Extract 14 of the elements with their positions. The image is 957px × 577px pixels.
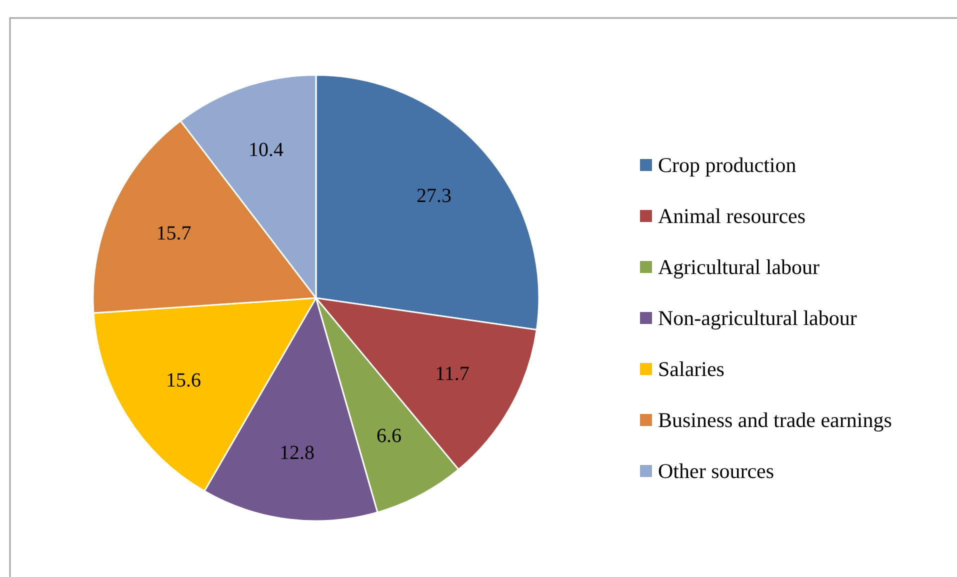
legend-label: Agricultural labour bbox=[658, 255, 820, 279]
data-label: 15.7 bbox=[156, 222, 192, 245]
legend-label: Other sources bbox=[658, 459, 774, 483]
data-label: 27.3 bbox=[416, 184, 452, 207]
data-label: 15.6 bbox=[166, 370, 201, 392]
legend-label: Salaries bbox=[658, 357, 724, 381]
data-label: 12.8 bbox=[279, 442, 314, 464]
data-label: 11.7 bbox=[435, 363, 470, 386]
legend-label: Crop production bbox=[658, 153, 797, 177]
legend-label: Business and trade earnings bbox=[658, 408, 892, 432]
data-label: 6.6 bbox=[376, 424, 402, 447]
data-label: 10.4 bbox=[248, 139, 284, 162]
legend-label: Non-agricultural labour bbox=[658, 306, 857, 330]
legend-label: Animal resources bbox=[658, 204, 806, 228]
